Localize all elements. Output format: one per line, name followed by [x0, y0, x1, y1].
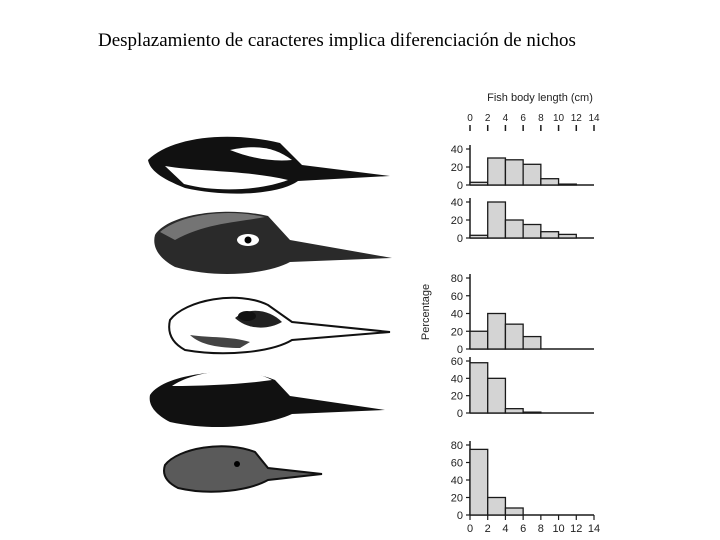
y-tick-label: 40	[451, 309, 463, 321]
y-tick-label: 20	[451, 215, 463, 227]
y-tick-label: 40	[451, 373, 463, 385]
histogram-bar	[487, 312, 507, 350]
y-tick-label: 40	[451, 144, 463, 156]
histogram-bar	[469, 181, 489, 186]
y-tick-label: 0	[457, 510, 463, 522]
bird-head-3	[168, 296, 391, 355]
x-tick-label-bottom: 10	[552, 523, 564, 535]
y-axis-title: Percentage	[420, 284, 432, 340]
histogram-bar	[540, 231, 560, 239]
x-tick-label-bottom: 4	[502, 523, 508, 535]
x-tick-label-top: 0	[467, 113, 473, 124]
x-tick-label-bottom: 12	[570, 523, 582, 535]
histogram-bar	[487, 377, 507, 414]
y-tick-label: 60	[451, 291, 463, 303]
x-tick-label-bottom: 6	[520, 523, 526, 535]
histogram-bar	[557, 233, 577, 239]
histogram-bar	[540, 178, 560, 186]
x-tick-label-bottom: 0	[467, 523, 473, 535]
histogram-bar	[522, 335, 542, 350]
x-axis-title: Fish body length (cm)	[487, 92, 593, 104]
histogram-bar	[487, 496, 507, 516]
fish-length-histograms: Fish body length (cm)0 2 4 6 8 10 12 14Percenta…	[420, 92, 600, 535]
histogram-bar	[504, 219, 524, 239]
y-tick-label: 0	[457, 344, 463, 356]
y-tick-label: 0	[457, 408, 463, 420]
x-tick-label-top: 4	[503, 113, 509, 124]
bird-head-1	[148, 136, 390, 194]
x-tick-label-top: 2	[485, 113, 491, 124]
x-tick-label-bottom: 14	[588, 523, 600, 535]
y-tick-label: 20	[451, 391, 463, 403]
y-tick-label: 40	[451, 475, 463, 487]
x-tick-label-top: 10	[553, 113, 565, 124]
histogram-bar	[522, 223, 542, 239]
histogram-bar	[522, 163, 542, 186]
x-tick-label-top: 12	[571, 113, 583, 124]
x-tick-label-top: 6	[520, 113, 526, 124]
y-tick-label: 0	[457, 233, 463, 245]
x-tick-label-top: 8	[538, 113, 544, 124]
y-tick-label: 20	[451, 326, 463, 338]
histogram-bar	[557, 183, 577, 186]
histogram-bar	[469, 330, 489, 350]
y-tick-label: 20	[451, 162, 463, 174]
x-tick-label-bottom: 8	[538, 523, 544, 535]
bird-head-4	[149, 371, 385, 428]
x-tick-label-top: 14	[588, 113, 600, 124]
histogram-bar	[469, 234, 489, 239]
y-tick-label: 0	[457, 180, 463, 192]
bird-head-2	[154, 211, 392, 275]
y-tick-label: 60	[451, 356, 463, 368]
histogram-bar	[469, 448, 489, 516]
y-tick-label: 80	[451, 440, 463, 452]
histogram-bar	[487, 157, 507, 186]
histogram-bar	[469, 362, 489, 414]
histogram-bar	[504, 159, 524, 186]
y-tick-label: 40	[451, 197, 463, 209]
histogram-bar	[504, 323, 524, 350]
y-tick-label: 60	[451, 458, 463, 470]
bird-head-5	[163, 445, 323, 493]
y-tick-label: 80	[451, 273, 463, 285]
histogram-bar	[522, 411, 542, 414]
histogram-bar	[487, 201, 507, 239]
y-tick-label: 20	[451, 493, 463, 505]
slide-title: Desplazamiento de caracteres implica dif…	[98, 30, 576, 51]
histogram-bar	[504, 408, 524, 414]
histogram-bar	[504, 507, 524, 516]
x-tick-label-bottom: 2	[485, 523, 491, 535]
